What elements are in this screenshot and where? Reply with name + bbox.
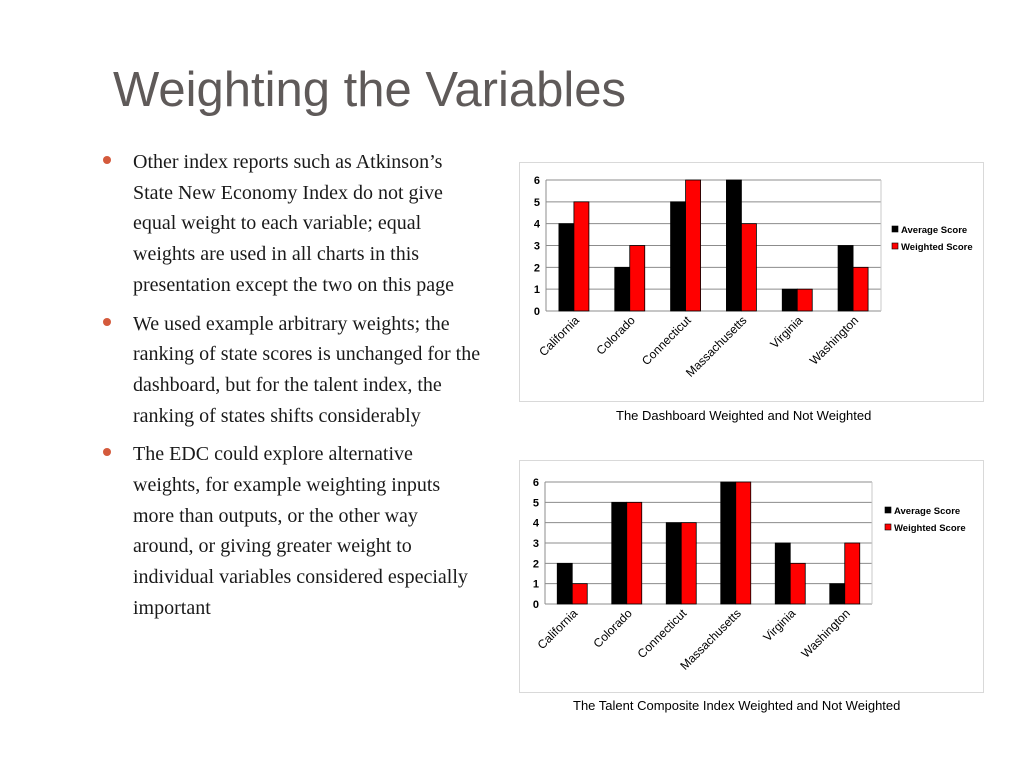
bar-weighted bbox=[844, 542, 861, 605]
bullet-item: Other index reports such as Atkinson’s S… bbox=[103, 147, 483, 301]
bullet-list: Other index reports such as Atkinson’s S… bbox=[103, 147, 483, 632]
bar-weighted bbox=[685, 179, 701, 312]
y-tick-label: 6 bbox=[533, 477, 539, 489]
legend-label: Weighted Score bbox=[901, 242, 973, 253]
y-tick-label: 1 bbox=[534, 284, 540, 296]
x-category-label: Colorado bbox=[591, 606, 636, 651]
x-category-label: Virginia bbox=[760, 606, 798, 644]
y-tick-label: 1 bbox=[533, 579, 539, 591]
bullet-text: The EDC could explore alternative weight… bbox=[133, 443, 468, 619]
bar-average bbox=[726, 179, 742, 312]
bar-weighted bbox=[626, 501, 643, 605]
bar-weighted bbox=[680, 522, 697, 605]
dashboard-chart-caption: The Dashboard Weighted and Not Weighted bbox=[616, 408, 872, 423]
bar-average bbox=[720, 481, 737, 605]
slide-title: Weighting the Variables bbox=[113, 63, 626, 117]
bar-average bbox=[837, 245, 854, 312]
bar-average bbox=[556, 562, 573, 605]
legend-swatch bbox=[884, 523, 892, 531]
bar-average bbox=[774, 542, 791, 605]
bar-average bbox=[670, 201, 686, 312]
x-category-label: Connecticut bbox=[639, 313, 694, 368]
y-tick-label: 4 bbox=[534, 219, 541, 231]
bar-weighted bbox=[789, 562, 806, 605]
bar-average bbox=[611, 501, 628, 605]
bar-weighted bbox=[735, 481, 752, 605]
legend-label: Average Score bbox=[894, 506, 960, 517]
bar-average bbox=[665, 522, 682, 605]
x-category-label: Virginia bbox=[767, 313, 805, 351]
y-tick-label: 0 bbox=[534, 306, 540, 318]
x-category-label: California bbox=[536, 313, 582, 359]
dashboard-chart: 0 1 2 3 4 5 6 California Colorado Connecticut Mass… bbox=[519, 162, 984, 402]
y-tick-label: 5 bbox=[533, 497, 539, 509]
legend-swatch bbox=[884, 506, 892, 514]
bar-weighted bbox=[629, 245, 646, 312]
x-category-label: Connecticut bbox=[635, 606, 690, 661]
x-category-label: Washington bbox=[798, 606, 852, 660]
bullet-dot-icon bbox=[103, 317, 111, 326]
bar-weighted bbox=[852, 266, 869, 312]
legend-swatch bbox=[891, 225, 899, 233]
y-tick-label: 2 bbox=[534, 262, 540, 274]
bar-average bbox=[614, 266, 631, 312]
bullet-item: The EDC could explore alternative weight… bbox=[103, 439, 483, 623]
x-category-label: Colorado bbox=[594, 313, 639, 358]
bar-weighted bbox=[571, 583, 588, 605]
y-tick-label: 3 bbox=[534, 241, 540, 253]
bullet-item: We used example arbitrary weights; the r… bbox=[103, 309, 483, 432]
bar-average bbox=[781, 288, 798, 312]
bar-weighted bbox=[741, 223, 757, 312]
y-tick-label: 3 bbox=[533, 538, 539, 550]
talent-chart: 0 1 2 3 4 5 6 California Colorado Connecticut Mass… bbox=[519, 460, 984, 693]
y-tick-label: 0 bbox=[533, 599, 539, 611]
bar-average bbox=[558, 223, 575, 312]
bullet-text: Other index reports such as Atkinson’s S… bbox=[133, 151, 455, 296]
y-tick-label: 4 bbox=[533, 518, 540, 530]
bullet-dot-icon bbox=[103, 156, 111, 164]
bullet-text: We used example arbitrary weights; the r… bbox=[133, 312, 481, 427]
bullet-dot-icon bbox=[103, 448, 111, 457]
bar-average bbox=[829, 583, 846, 605]
y-tick-label: 5 bbox=[534, 197, 540, 209]
y-tick-label: 6 bbox=[534, 175, 540, 187]
bar-weighted bbox=[573, 201, 590, 312]
legend-label: Average Score bbox=[901, 225, 967, 236]
bar-weighted bbox=[796, 288, 813, 312]
legend-swatch bbox=[891, 242, 899, 250]
x-category-label: California bbox=[535, 606, 581, 652]
y-tick-label: 2 bbox=[533, 558, 539, 570]
legend-label: Weighted Score bbox=[894, 523, 966, 534]
x-category-label: Washington bbox=[807, 313, 861, 367]
talent-chart-caption: The Talent Composite Index Weighted and … bbox=[573, 698, 901, 713]
